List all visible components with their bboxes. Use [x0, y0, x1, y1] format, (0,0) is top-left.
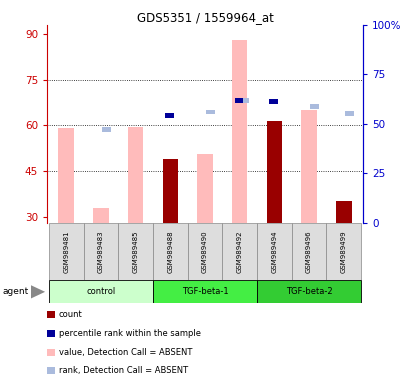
Bar — [197, 154, 212, 223]
Bar — [49, 223, 83, 280]
Text: TGF-beta-2: TGF-beta-2 — [285, 287, 332, 296]
Text: GSM989483: GSM989483 — [98, 230, 103, 273]
Bar — [206, 109, 214, 114]
Text: agent: agent — [2, 287, 28, 296]
Text: GSM989496: GSM989496 — [306, 230, 311, 273]
Bar — [240, 98, 249, 103]
Text: GSM989494: GSM989494 — [271, 230, 277, 273]
Bar — [291, 223, 326, 280]
Bar — [269, 99, 277, 104]
Bar — [49, 280, 153, 303]
Bar — [162, 159, 178, 223]
Text: GSM989488: GSM989488 — [167, 230, 173, 273]
Text: GSM989499: GSM989499 — [340, 230, 346, 273]
Bar — [301, 110, 316, 223]
Bar — [83, 223, 118, 280]
Bar — [256, 223, 291, 280]
Bar — [93, 207, 108, 223]
Text: rank, Detection Call = ABSENT: rank, Detection Call = ABSENT — [58, 366, 187, 375]
Bar — [128, 127, 143, 223]
Title: GDS5351 / 1559964_at: GDS5351 / 1559964_at — [136, 11, 273, 24]
Text: GSM989490: GSM989490 — [202, 230, 207, 273]
Bar — [326, 223, 360, 280]
Text: GSM989485: GSM989485 — [132, 230, 138, 273]
Bar — [310, 104, 318, 109]
Bar — [118, 223, 153, 280]
Text: GSM989492: GSM989492 — [236, 230, 242, 273]
Text: count: count — [58, 310, 82, 319]
Text: TGF-beta-1: TGF-beta-1 — [181, 287, 228, 296]
Polygon shape — [31, 285, 45, 299]
Bar — [222, 223, 256, 280]
Bar — [187, 223, 222, 280]
Bar — [58, 128, 74, 223]
Text: GSM989481: GSM989481 — [63, 230, 69, 273]
Bar — [153, 280, 256, 303]
Bar — [266, 121, 281, 223]
Bar — [335, 202, 351, 223]
Bar — [256, 280, 360, 303]
Bar — [344, 111, 353, 116]
Bar — [234, 98, 243, 103]
Text: control: control — [86, 287, 115, 296]
Bar — [165, 113, 173, 118]
Bar — [102, 127, 110, 132]
Bar — [231, 40, 247, 223]
Bar — [153, 223, 187, 280]
Text: value, Detection Call = ABSENT: value, Detection Call = ABSENT — [58, 348, 191, 357]
Text: percentile rank within the sample: percentile rank within the sample — [58, 329, 200, 338]
